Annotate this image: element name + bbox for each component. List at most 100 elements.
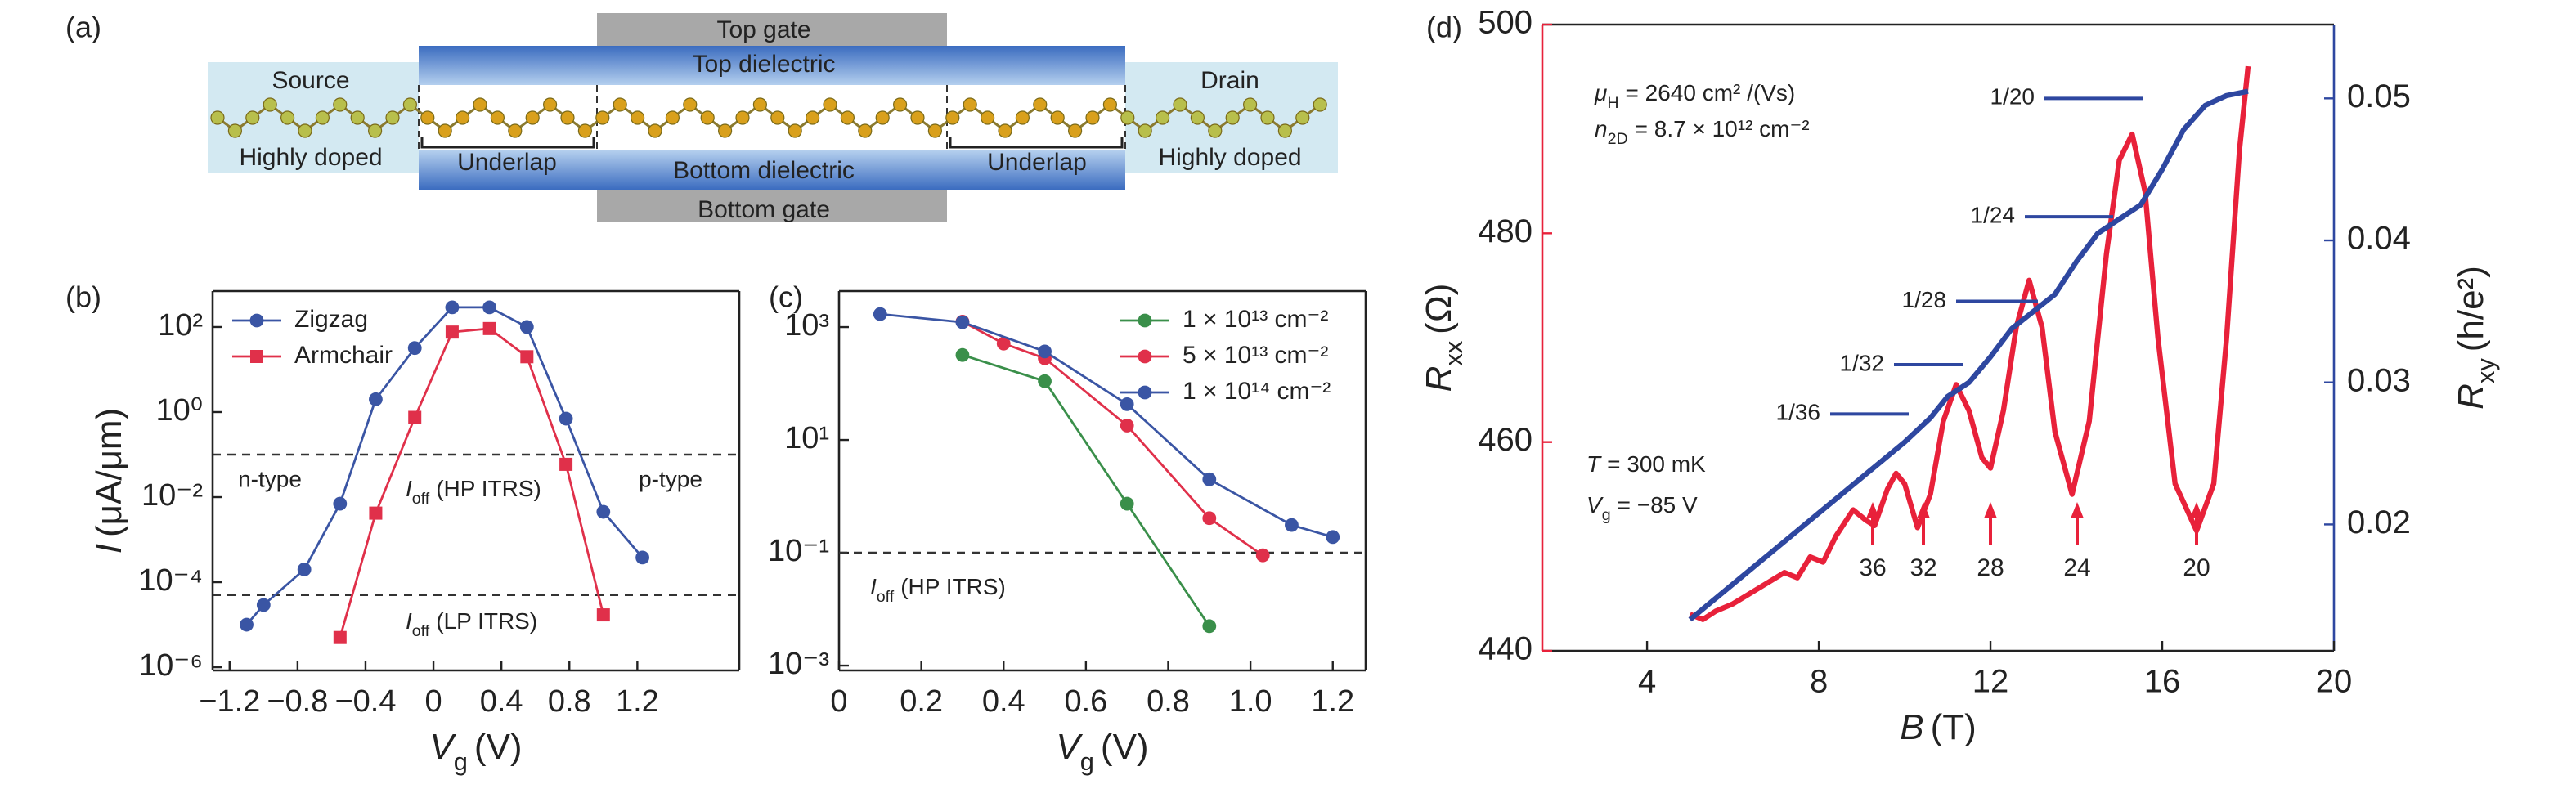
series-line: [962, 321, 1264, 557]
x-tick-label: 1.2: [616, 684, 659, 719]
x-tick-label: −1.2: [199, 684, 260, 719]
label: Bottom gate: [698, 196, 830, 223]
symbol: I: [406, 608, 412, 634]
atom: [1295, 110, 1310, 125]
y-tick-label: 480: [1478, 213, 1533, 249]
x-tick-label: 1.2: [1311, 684, 1354, 719]
atom: [1225, 110, 1240, 125]
subscript: off: [412, 490, 430, 508]
text: (HP ITRS): [900, 574, 1006, 599]
atom: [1313, 97, 1327, 112]
arrow-head: [1866, 502, 1879, 518]
atom: [1120, 110, 1135, 125]
atom: [402, 97, 417, 112]
marker: [1138, 313, 1152, 328]
subscript: off: [877, 588, 895, 606]
label: Underlap: [987, 149, 1087, 176]
bottom-dielectric: [419, 150, 1125, 190]
marker: [1202, 619, 1217, 634]
marker: [256, 598, 271, 612]
atom: [1242, 97, 1258, 112]
unit: (h/e²): [2451, 266, 2491, 352]
annotation: μH = 2640 cm² /(Vs): [1594, 80, 1795, 112]
series-line: [245, 306, 644, 625]
atom: [577, 123, 593, 138]
atom: [420, 110, 435, 125]
symbol: μ: [1594, 80, 1607, 105]
annotation: Ioff (HP ITRS): [870, 574, 1006, 606]
atom: [227, 123, 242, 138]
marker: [559, 411, 573, 426]
atom: [910, 110, 925, 125]
atom: [875, 110, 890, 125]
underlap-bracket: [420, 137, 1124, 149]
atom: [280, 110, 295, 125]
label: Highly doped: [1158, 144, 1301, 171]
label: Underlap: [457, 149, 557, 176]
plateau-label: 1/24: [1971, 202, 2016, 227]
y-tick-label: 440: [1478, 631, 1533, 667]
atom: [892, 97, 908, 112]
marker: [1038, 374, 1052, 388]
x-tick-label: 12: [1972, 664, 2009, 700]
x-tick-label: 4: [1638, 664, 1656, 700]
unit: (V): [1101, 727, 1149, 767]
marker: [333, 630, 347, 644]
minimum-label: 32: [1910, 554, 1936, 581]
atom: [805, 110, 820, 125]
panel-label: (d): [1426, 11, 1462, 44]
x-tick-label: 8: [1810, 664, 1828, 700]
annotation: n-type: [238, 466, 302, 491]
atom: [648, 123, 662, 138]
symbol: I: [89, 544, 129, 554]
unit: (Ω): [1419, 284, 1459, 334]
subscript: off: [412, 622, 430, 640]
x-tick-label: 20: [2316, 664, 2353, 700]
legend-label: 5 × 10¹³ cm⁻²: [1183, 342, 1328, 369]
text: = 2640 cm² /(Vs): [1626, 80, 1796, 105]
symbol: V: [429, 727, 456, 767]
arrow-head: [1917, 502, 1930, 518]
y2-tick-label: 0.05: [2347, 78, 2411, 114]
atom: [1102, 97, 1118, 112]
marker: [1326, 530, 1340, 545]
marker: [445, 300, 460, 315]
y-tick-label: 10³: [784, 308, 829, 343]
top-dielectric: [419, 46, 1125, 85]
atom: [700, 110, 715, 125]
x-axis-label: Vg (V): [1056, 727, 1148, 776]
atom: [613, 97, 627, 112]
marker: [1202, 511, 1217, 526]
annotation: Ioff (HP ITRS): [406, 476, 541, 508]
subscript: 2D: [1608, 130, 1628, 148]
text: (LP ITRS): [436, 608, 537, 634]
marker: [240, 617, 254, 632]
atom: [1190, 110, 1205, 125]
legend-label: 1 × 10¹⁴ cm⁻²: [1183, 378, 1331, 405]
marker: [249, 313, 264, 328]
atom: [683, 97, 698, 112]
y-tick-label: 10¹: [784, 421, 829, 455]
atom: [752, 97, 768, 112]
y2-tick-label: 0.02: [2347, 504, 2411, 540]
legend-label: 1 × 10¹³ cm⁻²: [1183, 306, 1328, 333]
atom: [980, 110, 995, 125]
y-tick-label: 10⁻¹: [768, 534, 829, 568]
atom: [1085, 110, 1100, 125]
panel-label: (a): [65, 11, 101, 44]
marker: [596, 504, 611, 519]
arrow-head: [1984, 502, 1997, 518]
marker: [250, 350, 263, 363]
x-tick-label: 0.4: [480, 684, 523, 719]
y-axis-label: I (μA/μm): [89, 408, 129, 554]
legend-label: Armchair: [294, 342, 393, 369]
x-tick-label: 0.2: [900, 684, 943, 719]
atom: [1033, 97, 1048, 112]
arrow-head: [2071, 502, 2084, 518]
atom: [963, 97, 977, 112]
atom: [595, 110, 610, 125]
atom: [525, 110, 540, 125]
label: Highly doped: [239, 144, 382, 171]
atom: [542, 97, 558, 112]
